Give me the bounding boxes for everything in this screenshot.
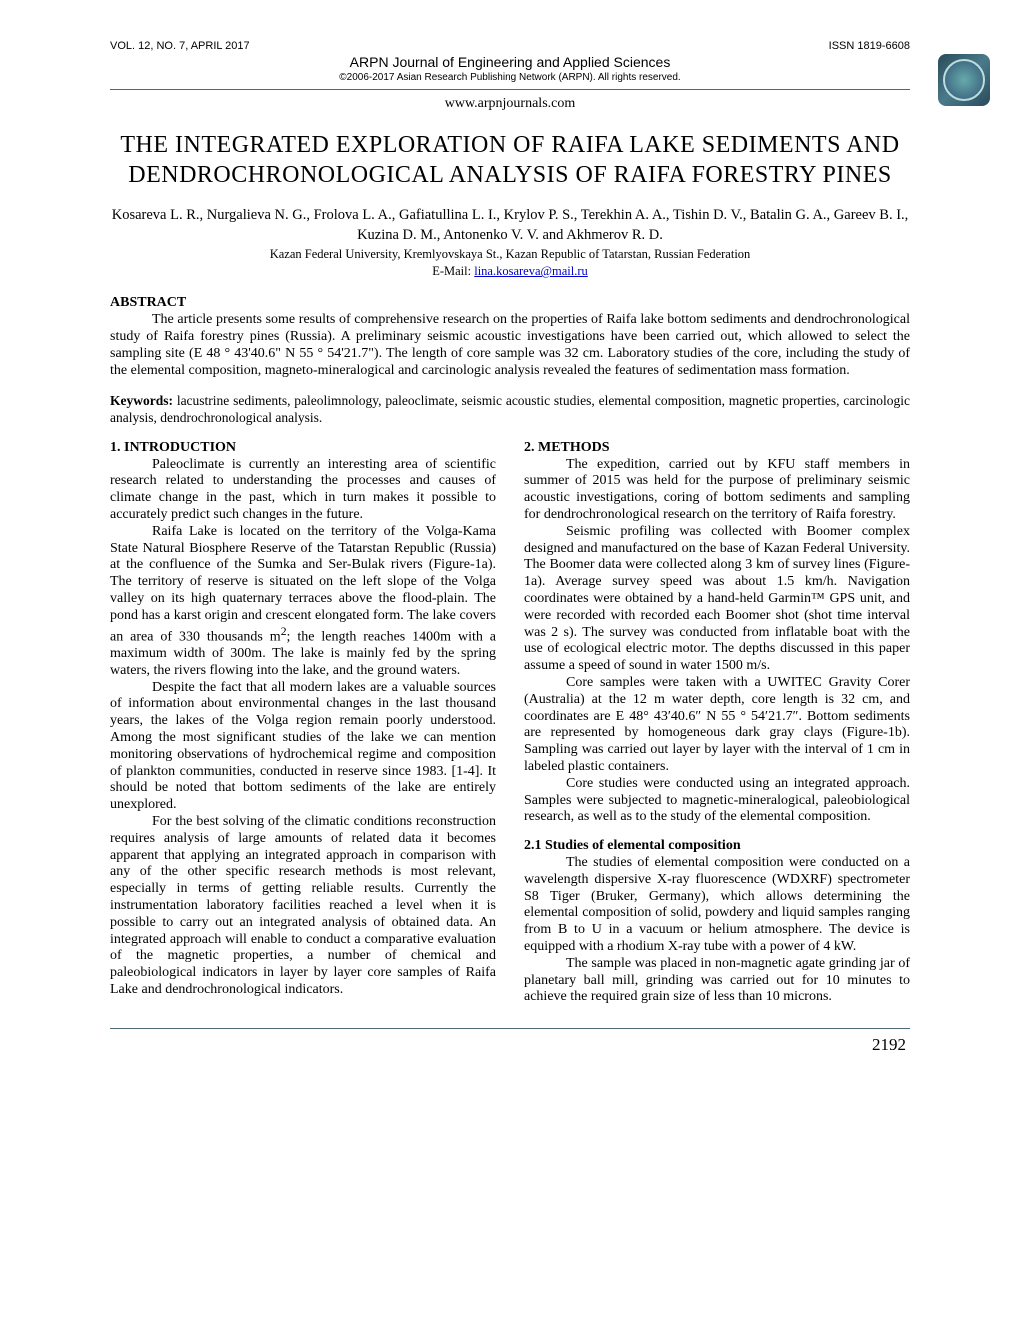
volume-info: VOL. 12, NO. 7, APRIL 2017 xyxy=(110,40,250,52)
issn: ISSN 1819-6608 xyxy=(829,40,910,52)
abstract-heading: ABSTRACT xyxy=(110,295,910,311)
journal-header: VOL. 12, NO. 7, APRIL 2017 ISSN 1819-660… xyxy=(110,40,910,112)
abstract-text: The article presents some results of com… xyxy=(110,311,910,379)
section-1-heading: 1. INTRODUCTION xyxy=(110,440,496,457)
methods-para-1: The expedition, carried out by KFU staff… xyxy=(524,457,910,524)
email-label: E-Mail: xyxy=(432,264,474,278)
copyright: ©2006-2017 Asian Research Publishing Net… xyxy=(110,72,910,83)
section-2-heading: 2. METHODS xyxy=(524,440,910,457)
email-line: E-Mail: lina.kosareva@mail.ru xyxy=(110,264,910,279)
intro-para-2: Raifa Lake is located on the territory o… xyxy=(110,524,496,680)
methods-para-4: Core studies were conducted using an int… xyxy=(524,776,910,826)
header-rule xyxy=(110,89,910,90)
page-number: 2192 xyxy=(110,1035,910,1055)
column-right: 2. METHODS The expedition, carried out b… xyxy=(524,440,910,1006)
section-2-1-heading: 2.1 Studies of elemental composition xyxy=(524,838,910,855)
column-left: 1. INTRODUCTION Paleoclimate is currentl… xyxy=(110,440,496,1006)
keywords: Keywords: lacustrine sediments, paleolim… xyxy=(110,393,910,425)
elem-comp-para-2: The sample was placed in non-magnetic ag… xyxy=(524,956,910,1006)
intro-para-3: Despite the fact that all modern lakes a… xyxy=(110,680,496,814)
paper-title: THE INTEGRATED EXPLORATION OF RAIFA LAKE… xyxy=(110,130,910,190)
methods-para-2: Seismic profiling was collected with Boo… xyxy=(524,524,910,675)
journal-logo xyxy=(938,54,990,106)
intro-para-1: Paleoclimate is currently an interesting… xyxy=(110,457,496,524)
journal-title: ARPN Journal of Engineering and Applied … xyxy=(110,54,910,70)
methods-para-3: Core samples were taken with a UWITEC Gr… xyxy=(524,675,910,776)
body-columns: 1. INTRODUCTION Paleoclimate is currentl… xyxy=(110,440,910,1006)
footer-rule xyxy=(110,1028,910,1029)
affiliation: Kazan Federal University, Kremlyovskaya … xyxy=(110,247,910,262)
elem-comp-para-1: The studies of elemental composition wer… xyxy=(524,855,910,956)
intro-para-4: For the best solving of the climatic con… xyxy=(110,814,496,999)
authors: Kosareva L. R., Nurgalieva N. G., Frolov… xyxy=(110,206,910,245)
email-link[interactable]: lina.kosareva@mail.ru xyxy=(474,264,588,278)
journal-url[interactable]: www.arpnjournals.com xyxy=(110,96,910,112)
